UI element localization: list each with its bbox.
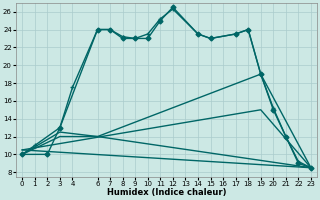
X-axis label: Humidex (Indice chaleur): Humidex (Indice chaleur) [107,188,226,197]
